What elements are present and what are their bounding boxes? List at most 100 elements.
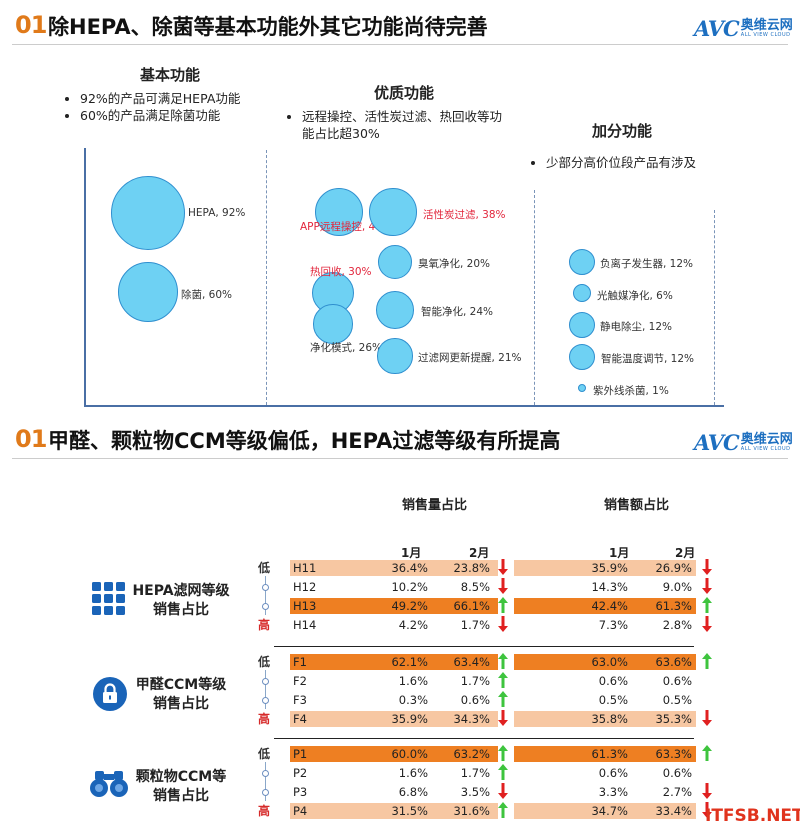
group-title: 甲醛CCM等级 销售占比	[130, 676, 232, 714]
watermark: ITFSB.NET	[705, 806, 800, 826]
down-arrow-icon	[498, 559, 508, 575]
column-divider	[266, 150, 267, 405]
amt-month1-value: 63.0%	[591, 655, 628, 669]
amt-month2-value: 0.6%	[662, 674, 692, 688]
binoculars-icon	[90, 768, 128, 802]
vol-month1-value: 1.6%	[398, 674, 428, 688]
group-rule	[274, 738, 694, 739]
bubble-label: 负离子发生器, 12%	[600, 258, 694, 270]
group-title-line: 销售占比	[153, 602, 209, 618]
down-arrow-icon	[702, 578, 712, 594]
vol-month1-value: 36.4%	[391, 561, 428, 575]
group-title-line: 销售占比	[153, 788, 209, 804]
low-label: 低	[258, 655, 271, 669]
down-arrow-icon	[498, 710, 508, 726]
vol-month1-value: 31.5%	[391, 804, 428, 818]
bullet-list: 92%的产品可满足HEPA功能 60%的产品满足除菌功能	[62, 90, 282, 124]
column-divider	[714, 210, 715, 405]
down-arrow-icon	[702, 616, 712, 632]
vol-month2-value: 1.7%	[460, 674, 490, 688]
up-arrow-icon	[702, 653, 712, 669]
group-title-line: HEPA滤网等级	[132, 583, 230, 599]
section-title: 除HEPA、除菌等基本功能外其它功能尚待完善	[48, 15, 488, 39]
down-arrow-icon	[702, 559, 712, 575]
row-highlight	[514, 560, 696, 576]
row-highlight	[290, 654, 498, 670]
down-arrow-icon	[498, 616, 508, 632]
level-dot	[262, 678, 269, 685]
vol-month1-value: 0.3%	[398, 693, 428, 707]
row-label: P4	[293, 804, 308, 818]
up-arrow-icon	[498, 764, 508, 780]
vol-month2-value: 1.7%	[460, 618, 490, 632]
row-label: F2	[293, 674, 307, 688]
vol-month1-value: 35.9%	[391, 712, 428, 726]
amt-month2-value: 61.3%	[655, 599, 692, 613]
amt-month1-value: 42.4%	[591, 599, 628, 613]
down-arrow-icon	[498, 578, 508, 594]
amt-month2-value: 35.3%	[655, 712, 692, 726]
bubble	[111, 176, 185, 250]
up-arrow-icon	[498, 597, 508, 613]
vol-month2-value: 23.8%	[453, 561, 490, 575]
logo: AVC 奥维云网 ALL VIEW CLOUD	[694, 430, 793, 455]
up-arrow-icon	[498, 653, 508, 669]
amt-month2-value: 2.8%	[662, 618, 692, 632]
lock-icon	[92, 676, 128, 716]
group-rule	[274, 646, 694, 647]
vol-month1: 1月	[401, 546, 422, 560]
amt-month1-value: 0.6%	[598, 674, 628, 688]
row-highlight	[514, 803, 696, 819]
logo-cn: 奥维云网	[740, 432, 793, 447]
row-label: F4	[293, 712, 307, 726]
logo-cn: 奥维云网	[740, 18, 793, 33]
vol-month1-value: 62.1%	[391, 655, 428, 669]
bullet-item: 92%的产品可满足HEPA功能	[80, 90, 282, 107]
vol-month2-value: 0.6%	[460, 693, 490, 707]
vol-month1-value: 49.2%	[391, 599, 428, 613]
bubble-label: 臭氧净化, 20%	[418, 258, 491, 270]
row-label: F3	[293, 693, 307, 707]
row-highlight	[290, 711, 498, 727]
logo-en: ALL VIEW CLOUD	[740, 32, 791, 38]
group-title: HEPA滤网等级 销售占比	[130, 582, 232, 620]
row-highlight	[514, 654, 696, 670]
bullet-list: 少部分高价位段产品有涉及	[528, 154, 768, 171]
amt-month1-value: 3.3%	[598, 785, 628, 799]
x-axis	[84, 405, 724, 407]
row-label: H13	[293, 599, 317, 613]
column-heading: 优质功能	[374, 84, 435, 102]
amt-month2-value: 26.9%	[655, 561, 692, 575]
bubble	[568, 248, 596, 276]
logo-avc: AVC	[694, 16, 740, 41]
bubble-label: HEPA, 92%	[188, 207, 246, 219]
low-label: 低	[258, 561, 271, 575]
row-highlight	[514, 746, 696, 762]
down-arrow-icon	[702, 710, 712, 726]
vol-month2-value: 31.6%	[453, 804, 490, 818]
bubble	[376, 291, 414, 329]
vol-month2-value: 1.7%	[460, 766, 490, 780]
up-arrow-icon	[498, 802, 508, 818]
vol-month2-value: 3.5%	[460, 785, 490, 799]
amt-month1-value: 35.9%	[591, 561, 628, 575]
down-arrow-icon	[702, 783, 712, 799]
bubble-label: 光触媒净化, 6%	[597, 290, 673, 302]
level-dot	[262, 603, 269, 610]
bubble-label: 静电除尘, 12%	[600, 321, 673, 333]
amount-header: 销售额占比	[604, 498, 670, 513]
bubble-label: APP远程操控, 40%	[300, 221, 392, 233]
high-label: 高	[258, 618, 271, 632]
vol-month2: 2月	[469, 546, 490, 560]
bubble	[377, 244, 413, 280]
amt-month2: 2月	[675, 546, 696, 560]
amt-month1-value: 0.5%	[598, 693, 628, 707]
amt-month1-value: 61.3%	[591, 747, 628, 761]
bubble	[118, 262, 178, 322]
amt-month1-value: 35.8%	[591, 712, 628, 726]
group-title: 颗粒物CCM等 销售占比	[130, 768, 232, 806]
divider	[12, 458, 788, 459]
level-connector	[265, 762, 266, 801]
